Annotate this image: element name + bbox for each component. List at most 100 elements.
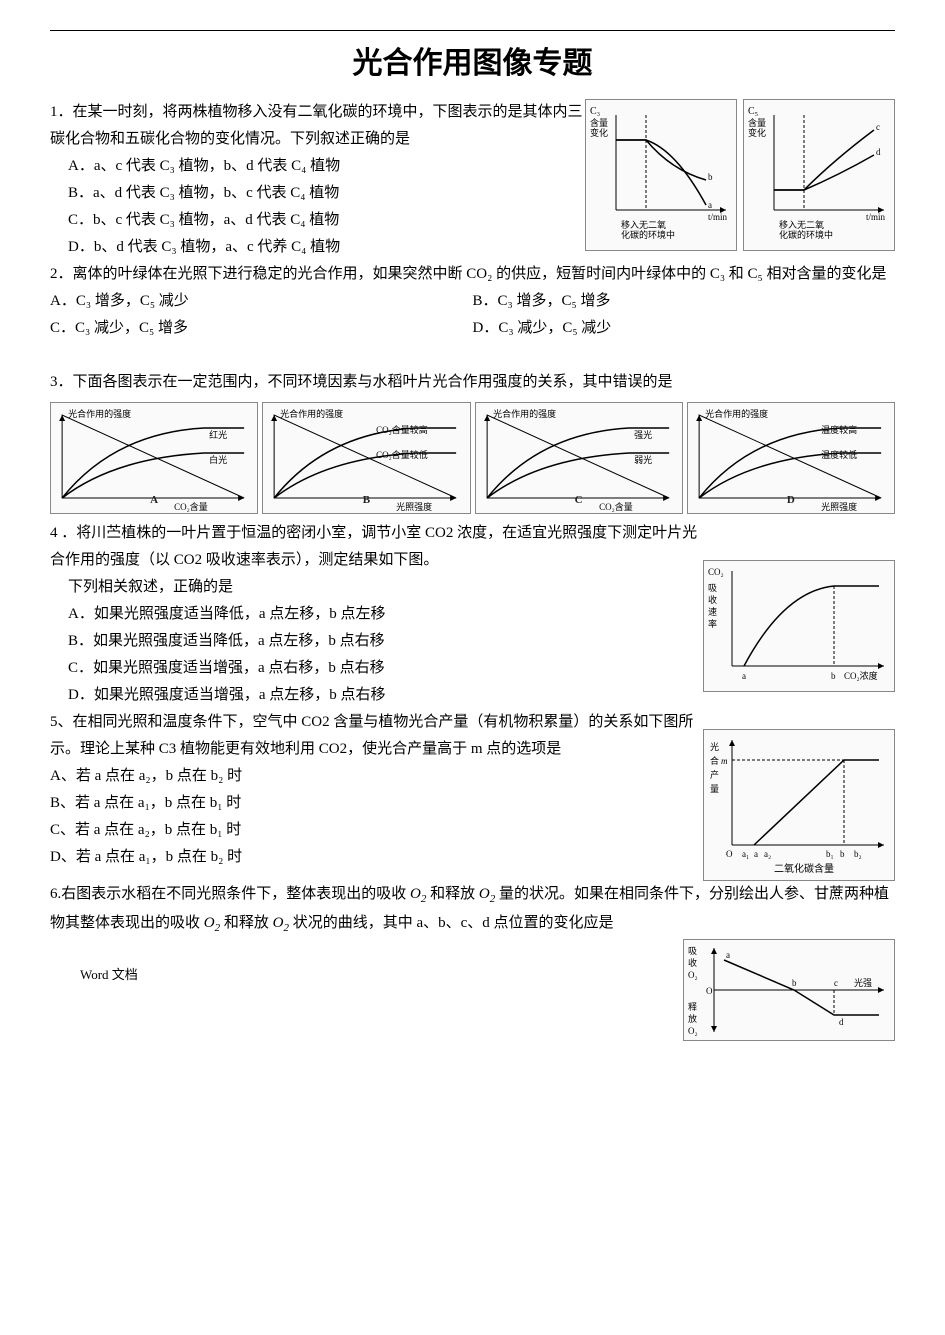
q1-fig-c5: C₅ 含量 变化 c d t/min 移入无二氧 化碳的环境中 bbox=[743, 99, 895, 251]
q2-opt-b: B．C₃ 增多，C₅ 增多 bbox=[473, 288, 896, 315]
svg-text:a: a bbox=[742, 671, 746, 681]
svg-text:CO₂浓度: CO₂浓度 bbox=[844, 670, 878, 681]
svg-text:变化: 变化 bbox=[590, 127, 608, 138]
svg-text:O: O bbox=[726, 849, 733, 859]
svg-text:收: 收 bbox=[708, 594, 717, 605]
q4-container: 4 ．将川苎植株的一叶片置于恒温的密闭小室，调节小室 CO2 浓度，在适宜光照强… bbox=[50, 520, 895, 709]
q4-stem: 4 ．将川苎植株的一叶片置于恒温的密闭小室，调节小室 CO2 浓度，在适宜光照强… bbox=[50, 520, 703, 574]
svg-text:吸: 吸 bbox=[708, 583, 717, 593]
svg-text:弱光: 弱光 bbox=[634, 454, 652, 465]
svg-text:含量: 含量 bbox=[590, 117, 608, 128]
q5-opt-c: C、若 a 点在 a₂，b 点在 b₁ 时 bbox=[50, 817, 703, 844]
svg-text:t/min: t/min bbox=[708, 212, 728, 222]
svg-text:化碳的环境中: 化碳的环境中 bbox=[621, 229, 675, 240]
svg-text:C₅: C₅ bbox=[748, 106, 758, 117]
footer-text: Word 文档 bbox=[50, 963, 683, 986]
svg-text:O: O bbox=[706, 986, 713, 996]
svg-text:CO₂含量较低: CO₂含量较低 bbox=[376, 449, 428, 460]
q3-fig-b: 光合作用的强度 CO₂含量较高 CO₂含量较低 光照强度 B bbox=[262, 402, 470, 514]
svg-text:a: a bbox=[708, 200, 712, 210]
q5-opt-a: A、若 a 点在 a₂，b 点在 b₂ 时 bbox=[50, 763, 703, 790]
svg-text:光照强度: 光照强度 bbox=[821, 501, 857, 512]
q4-opt-d: D．如果光照强度适当增强，a 点左移，b 点右移 bbox=[68, 682, 703, 709]
svg-text:CO₂含量: CO₂含量 bbox=[599, 501, 633, 512]
q3-fig-d: 光合作用的强度 温度较高 温度较低 光照强度 D bbox=[687, 402, 895, 514]
svg-text:光合作用的强度: 光合作用的强度 bbox=[705, 408, 768, 419]
page-title: 光合作用图像专题 bbox=[50, 37, 895, 91]
svg-text:产: 产 bbox=[710, 769, 719, 780]
svg-text:量: 量 bbox=[710, 784, 719, 794]
svg-text:率: 率 bbox=[708, 618, 717, 629]
svg-text:合: 合 bbox=[710, 755, 719, 766]
svg-text:移入无二氧: 移入无二氧 bbox=[621, 219, 666, 230]
q4-opt-a: A．如果光照强度适当降低，a 点左移，b 点左移 bbox=[68, 601, 703, 628]
svg-text:d: d bbox=[876, 147, 881, 157]
svg-text:化碳的环境中: 化碳的环境中 bbox=[779, 229, 833, 240]
q5-fig: 光 合 产 量 m O a₁ a a₂ b₁ b b₂ 二氧化碳含量 bbox=[703, 729, 895, 881]
svg-text:CO₂含量: CO₂含量 bbox=[174, 501, 208, 512]
svg-text:b: b bbox=[792, 978, 797, 988]
svg-text:移入无二氧: 移入无二氧 bbox=[779, 219, 824, 230]
svg-text:CO₂: CO₂ bbox=[708, 567, 724, 577]
svg-text:c: c bbox=[834, 978, 838, 988]
svg-text:强光: 强光 bbox=[634, 429, 652, 440]
top-rule bbox=[50, 30, 895, 31]
q3-fig-a: 光合作用的强度 红光 白光 CO₂含量 A bbox=[50, 402, 258, 514]
svg-text:速: 速 bbox=[708, 607, 717, 617]
svg-text:a₁: a₁ bbox=[742, 849, 749, 859]
svg-text:光合作用的强度: 光合作用的强度 bbox=[68, 408, 131, 419]
svg-text:光: 光 bbox=[710, 741, 719, 752]
q5-opt-b: B、若 a 点在 a₁，b 点在 b₁ 时 bbox=[50, 790, 703, 817]
svg-text:释: 释 bbox=[688, 1001, 697, 1012]
q1-opt-b: B．a、d 代表 C₃ 植物，b、c 代表 C₄ 植物 bbox=[68, 180, 585, 207]
svg-text:b₂: b₂ bbox=[854, 849, 862, 859]
q5-stem: 5、在相同光照和温度条件下，空气中 CO2 含量与植物光合产量（有机物积累量）的… bbox=[50, 709, 703, 763]
svg-text:放: 放 bbox=[688, 1013, 697, 1024]
q2-opt-c: C．C₃ 减少，C₅ 增多 bbox=[50, 315, 473, 342]
q3-figures: 光合作用的强度 红光 白光 CO₂含量 A 光合作用的强度 CO₂含量较高 CO… bbox=[50, 402, 895, 514]
svg-text:光合作用的强度: 光合作用的强度 bbox=[493, 408, 556, 419]
svg-text:CO₂含量较高: CO₂含量较高 bbox=[376, 424, 428, 435]
q3-fig-a-label: A bbox=[150, 491, 158, 511]
svg-text:b: b bbox=[831, 671, 836, 681]
svg-text:d: d bbox=[839, 1017, 844, 1027]
q4-fig: CO₂ 吸 收 速 率 a b CO₂浓度 bbox=[703, 560, 895, 692]
q6-stem: 6.右图表示水稻在不同光照条件下，整体表现出的吸收 O2 和释放 O2 量的状况… bbox=[50, 881, 895, 939]
q3-fig-c-label: C bbox=[575, 491, 583, 511]
svg-text:a₂: a₂ bbox=[764, 849, 771, 859]
svg-text:b: b bbox=[708, 172, 713, 182]
svg-text:红光: 红光 bbox=[209, 429, 227, 440]
q1-fig-c3: C₃ 含量 变化 a b t/min 移入无二氧 化碳的环境中 bbox=[585, 99, 737, 251]
svg-text:吸: 吸 bbox=[688, 946, 697, 956]
svg-text:温度较低: 温度较低 bbox=[821, 449, 857, 460]
q2-stem: 2．离体的叶绿体在光照下进行稳定的光合作用，如果突然中断 CO₂ 的供应，短暂时… bbox=[50, 261, 895, 288]
svg-text:光照强度: 光照强度 bbox=[396, 501, 432, 512]
svg-text:温度较高: 温度较高 bbox=[821, 424, 857, 435]
q6-fig: 吸 收 O₂ O a b c d 光强 释 放 O₂ bbox=[683, 939, 895, 1041]
svg-text:收: 收 bbox=[688, 957, 697, 968]
q3-fig-b-label: B bbox=[363, 491, 370, 511]
svg-text:白光: 白光 bbox=[209, 454, 227, 465]
svg-text:光合作用的强度: 光合作用的强度 bbox=[280, 408, 343, 419]
q1-opt-c: C．b、c 代表 C₃ 植物，a、d 代表 C₄ 植物 bbox=[68, 207, 585, 234]
svg-text:O₂: O₂ bbox=[688, 1026, 698, 1036]
q3-fig-d-label: D bbox=[787, 491, 795, 511]
q5-opt-d: D、若 a 点在 a₁，b 点在 b₂ 时 bbox=[50, 844, 703, 871]
q3-stem: 3．下面各图表示在一定范围内，不同环境因素与水稻叶片光合作用强度的关系，其中错误… bbox=[50, 369, 895, 396]
q1-opt-a: A．a、c 代表 C₃ 植物，b、d 代表 C₄ 植物 bbox=[68, 153, 585, 180]
q4-opt-b: B．如果光照强度适当降低，a 点左移，b 点右移 bbox=[68, 628, 703, 655]
q4-lead: 下列相关叙述，正确的是 bbox=[68, 574, 703, 601]
q1-container: 1．在某一时刻，将两株植物移入没有二氧化碳的环境中，下图表示的是其体内三碳化合物… bbox=[50, 99, 895, 261]
svg-text:光强: 光强 bbox=[854, 977, 872, 988]
svg-text:二氧化碳含量: 二氧化碳含量 bbox=[774, 862, 834, 875]
q2-opt-a: A．C₃ 增多，C₅ 减少 bbox=[50, 288, 473, 315]
svg-text:b₁: b₁ bbox=[826, 849, 834, 859]
q4-opt-c: C．如果光照强度适当增强，a 点右移，b 点右移 bbox=[68, 655, 703, 682]
svg-text:c: c bbox=[876, 122, 880, 132]
q3-fig-c: 光合作用的强度 强光 弱光 CO₂含量 C bbox=[475, 402, 683, 514]
q1-opt-d: D．b、d 代表 C₃ 植物，a、c 代养 C₄ 植物 bbox=[68, 234, 585, 261]
svg-text:C₃: C₃ bbox=[590, 106, 600, 117]
q1-stem: 1．在某一时刻，将两株植物移入没有二氧化碳的环境中，下图表示的是其体内三碳化合物… bbox=[50, 99, 585, 153]
svg-text:a: a bbox=[726, 950, 730, 960]
q1-figures: C₃ 含量 变化 a b t/min 移入无二氧 化碳的环境中 C₅ 含量 变化 bbox=[585, 99, 895, 251]
